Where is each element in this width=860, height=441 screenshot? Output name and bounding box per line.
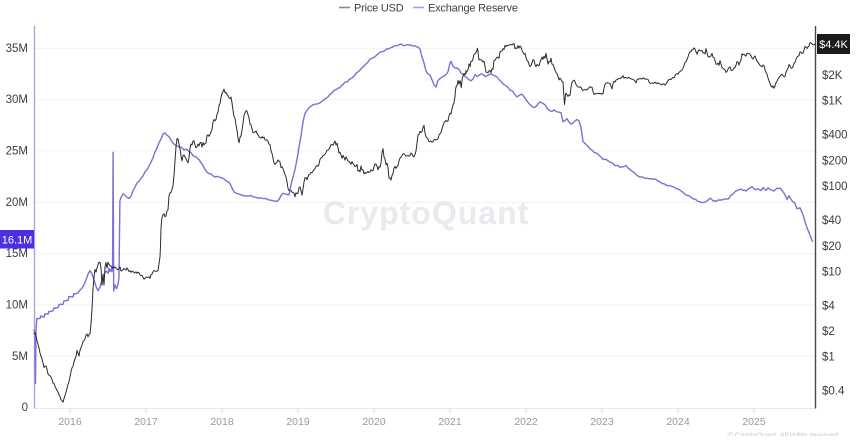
svg-text:$200: $200 [822, 155, 848, 167]
svg-text:2017: 2017 [134, 416, 158, 428]
svg-text:$4: $4 [822, 300, 835, 312]
svg-text:2023: 2023 [590, 416, 614, 428]
svg-text:$1: $1 [822, 352, 835, 364]
svg-text:$40: $40 [822, 215, 841, 227]
svg-text:20M: 20M [6, 197, 28, 209]
svg-text:$0.4: $0.4 [822, 386, 845, 398]
svg-text:15M: 15M [6, 248, 28, 260]
svg-text:$1K: $1K [822, 96, 843, 108]
svg-text:2020: 2020 [362, 416, 386, 428]
svg-text:30M: 30M [6, 94, 28, 106]
svg-text:$2: $2 [822, 326, 835, 338]
svg-text:Price USD: Price USD [354, 3, 404, 15]
svg-text:10M: 10M [6, 300, 28, 312]
svg-text:16.1M: 16.1M [2, 235, 33, 247]
svg-text:$100: $100 [822, 181, 848, 193]
svg-text:25M: 25M [6, 145, 28, 157]
svg-text:5M: 5M [12, 351, 28, 363]
svg-text:CryptoQuant: CryptoQuant [323, 195, 530, 231]
svg-text:$4.4K: $4.4K [819, 39, 848, 51]
svg-text:$10: $10 [822, 266, 841, 278]
svg-text:2021: 2021 [438, 416, 462, 428]
svg-text:0: 0 [22, 402, 28, 414]
svg-text:$400: $400 [822, 130, 848, 142]
svg-text:2025: 2025 [742, 416, 766, 428]
svg-text:$20: $20 [822, 241, 841, 253]
svg-text:Exchange Reserve: Exchange Reserve [428, 3, 518, 15]
svg-text:© CryptoQuant. All rights rese: © CryptoQuant. All rights reserved [727, 430, 838, 436]
svg-text:2018: 2018 [210, 416, 234, 428]
svg-text:2024: 2024 [666, 416, 690, 428]
svg-text:2016: 2016 [58, 416, 82, 428]
svg-text:35M: 35M [6, 43, 28, 55]
svg-text:$2K: $2K [822, 70, 843, 82]
svg-text:2022: 2022 [514, 416, 538, 428]
svg-text:2019: 2019 [286, 416, 310, 428]
